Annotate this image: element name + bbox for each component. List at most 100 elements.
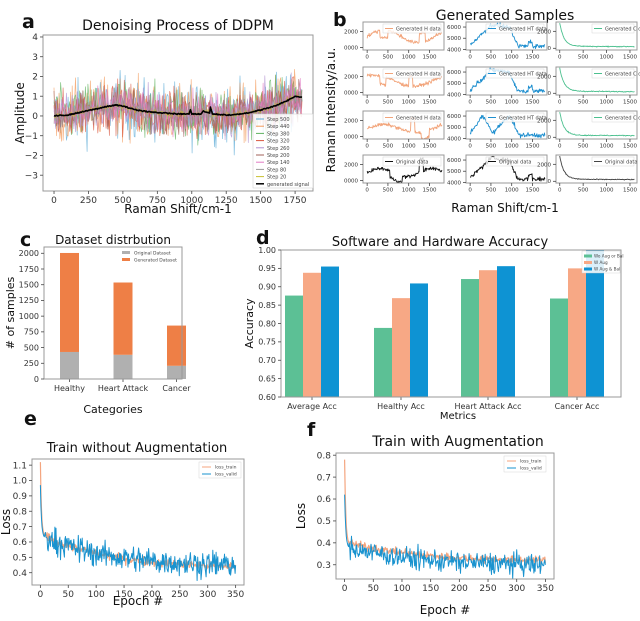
panel-b-subplot-ytick-label: 4000 [447, 180, 461, 186]
panel-c-ytick-label: 1500 [19, 281, 39, 290]
panel-f-xtick-label: 250 [479, 584, 496, 594]
panel-d-legend-label: W Aug [594, 260, 608, 265]
panel-d-bar-w-aug [303, 272, 321, 397]
panel-d-title: Software and Hardware Accuracy [332, 235, 549, 250]
panel-b-subplot-xtick-label: 0 [365, 55, 369, 61]
panel-f-frame [335, 452, 555, 580]
panel-c-legend-label: Original Dataset [134, 251, 171, 257]
panel-b-subplot-frame [465, 110, 548, 140]
panel-f-xtick-label: 150 [422, 584, 439, 594]
panel-b-subplot-xtick-label: 1000 [505, 100, 519, 106]
panel-d-xtick-label: Healthy Acc [377, 402, 425, 411]
panel-a-ytick-label: −3 [25, 171, 38, 181]
panel-a-legend-label: Step 380 [267, 131, 290, 137]
panel-b-subplot-ytick-label: 2000 [537, 162, 551, 168]
panel-b-subplot-ytick-label: 2000 [537, 74, 551, 80]
panel-b-subplot-line [559, 23, 635, 48]
panel-b-subplot-line [366, 73, 442, 88]
panel-f-legend-label: loss_train [520, 459, 542, 465]
panel-b-subplot-xtick-label: 0 [468, 144, 472, 150]
panel-f-title: Train with Augmentation [371, 434, 544, 450]
panel-e-xtick-label: 350 [227, 590, 244, 600]
panel-b-subplot-xtick-label: 1000 [600, 55, 614, 61]
panel-d-bar-w-aug-bal [586, 250, 604, 397]
panel-b-legend [382, 23, 442, 34]
panel-a-xtick-label: 500 [114, 196, 131, 206]
panel-b-subplot-xtick-label: 1500 [623, 188, 637, 194]
panel-e-ytick-label: 0.7 [13, 523, 27, 533]
panel-a-ytick-label: 3 [32, 53, 38, 63]
panel-e-ytick-label: 0.4 [13, 569, 28, 579]
panel-e-ytick-label: 0.5 [13, 553, 27, 563]
panel-d-bar-wo-aug-or-bal [461, 279, 479, 397]
panel-b-subplot-frame [362, 154, 445, 184]
panel-a-xlabel: Raman Shift/cm-1 [124, 202, 231, 216]
panel-b-subplot-ytick-label: 6000 [447, 158, 461, 164]
plot-area [366, 157, 443, 183]
panel-b-subplot-xtick-label: 1000 [402, 55, 416, 61]
panel-c-ylabel: # of samples [4, 276, 17, 349]
panel-b-subplot-frame [465, 21, 548, 51]
panel-b-subplot-ytick-label: 2000 [537, 118, 551, 124]
panel-e-title: Train without Augmentation [46, 441, 228, 456]
panel-b-subplot-frame [362, 21, 445, 51]
panel-b-subplot-xtick-label: 0 [558, 188, 562, 194]
panel-c-frame [43, 246, 183, 380]
panel-b-subplot-xtick-label: 1000 [402, 144, 416, 150]
panel-a-legend-label: Step 20 [267, 175, 286, 181]
panel-b-subplot-ytick-label: 4000 [447, 92, 461, 98]
panel-c-bar-original-dataset [60, 351, 79, 379]
panel-b-legend [591, 23, 635, 34]
panel-b-legend [485, 23, 545, 34]
panel-c-bar-generated-dataset [113, 282, 133, 355]
panel-d-bar-w-aug [568, 268, 586, 397]
panel-c-bar-original-dataset [167, 365, 186, 379]
panel-b-subplot-xtick-label: 500 [578, 188, 589, 194]
panel-f-xtick-label: 50 [368, 584, 380, 594]
panel-b-legend [485, 156, 545, 167]
panel-b-subplot-ytick-label: 5000 [447, 36, 461, 42]
panel-b-subplot-ytick-label: 5000 [447, 169, 461, 175]
panel-b-subplot-frame [555, 154, 638, 184]
panel-b-subplot-ytick-label: 2000 [344, 30, 358, 36]
panel-b-legend [485, 112, 545, 123]
panel-d-bar-w-aug [479, 270, 497, 397]
panel-c-ytick-label: 250 [24, 359, 39, 368]
panel-b-subplot-xtick-label: 500 [578, 100, 589, 106]
panel-b-subplot-xtick-label: 0 [468, 100, 472, 106]
plot-area [39, 462, 237, 581]
panel-b-subplot-ytick-label: 0 [548, 91, 552, 97]
panel-b-subplot-xtick-label: 500 [578, 55, 589, 61]
panel-b-subplot-ytick-label: 2000 [344, 163, 358, 169]
panel-d-ytick-label: 0.90 [258, 283, 276, 292]
plot-area [559, 155, 635, 181]
panel-e-legend-label: loss_valid [215, 472, 237, 478]
panel-b-subplot-line [366, 29, 443, 44]
panel-b-subplot-ytick-label: 5000 [447, 81, 461, 87]
panel-b-legend-label: Generated HT data [499, 116, 547, 122]
panel-b-subplot-xtick-label: 1000 [600, 144, 614, 150]
panel-e-frame [31, 458, 245, 586]
panel-b-subplot-frame [465, 66, 548, 96]
panel-f-xtick-label: 200 [451, 584, 468, 594]
panel-b-subplot-ytick-label: 4000 [447, 136, 461, 142]
panel-a-legend-label: Step 440 [267, 124, 290, 130]
panel-b-subplot-line [559, 67, 635, 93]
panel-a-legend-label: Step 260 [267, 146, 290, 152]
panel-e-xtick-label: 150 [115, 590, 132, 600]
panel-d-ylabel: Accuracy [243, 298, 256, 349]
panel-b-legend [591, 68, 635, 79]
panel-b-subplot-xtick-label: 1000 [505, 188, 519, 194]
panel-a-legend-label: Step 320 [267, 139, 290, 145]
panel-b-subplot-xtick-label: 1500 [422, 188, 436, 194]
panel-b-subplot-xtick-label: 0 [468, 188, 472, 194]
panel-d-ytick-label: 0.85 [258, 301, 276, 310]
panel-d-ytick-label: 0.70 [258, 356, 276, 365]
panel-d-bar-w-aug [392, 298, 410, 397]
panel-a-xtick-label: 250 [80, 196, 97, 206]
panel-b-subplot-xtick-label: 1000 [600, 188, 614, 194]
panel-d-bar-w-aug-bal [410, 283, 428, 397]
panel-b-subplot-xtick-label: 1500 [422, 144, 436, 150]
panel-e-ytick-label: 0.8 [13, 507, 28, 517]
panel-b-legend-label: Generated C data [605, 27, 640, 33]
